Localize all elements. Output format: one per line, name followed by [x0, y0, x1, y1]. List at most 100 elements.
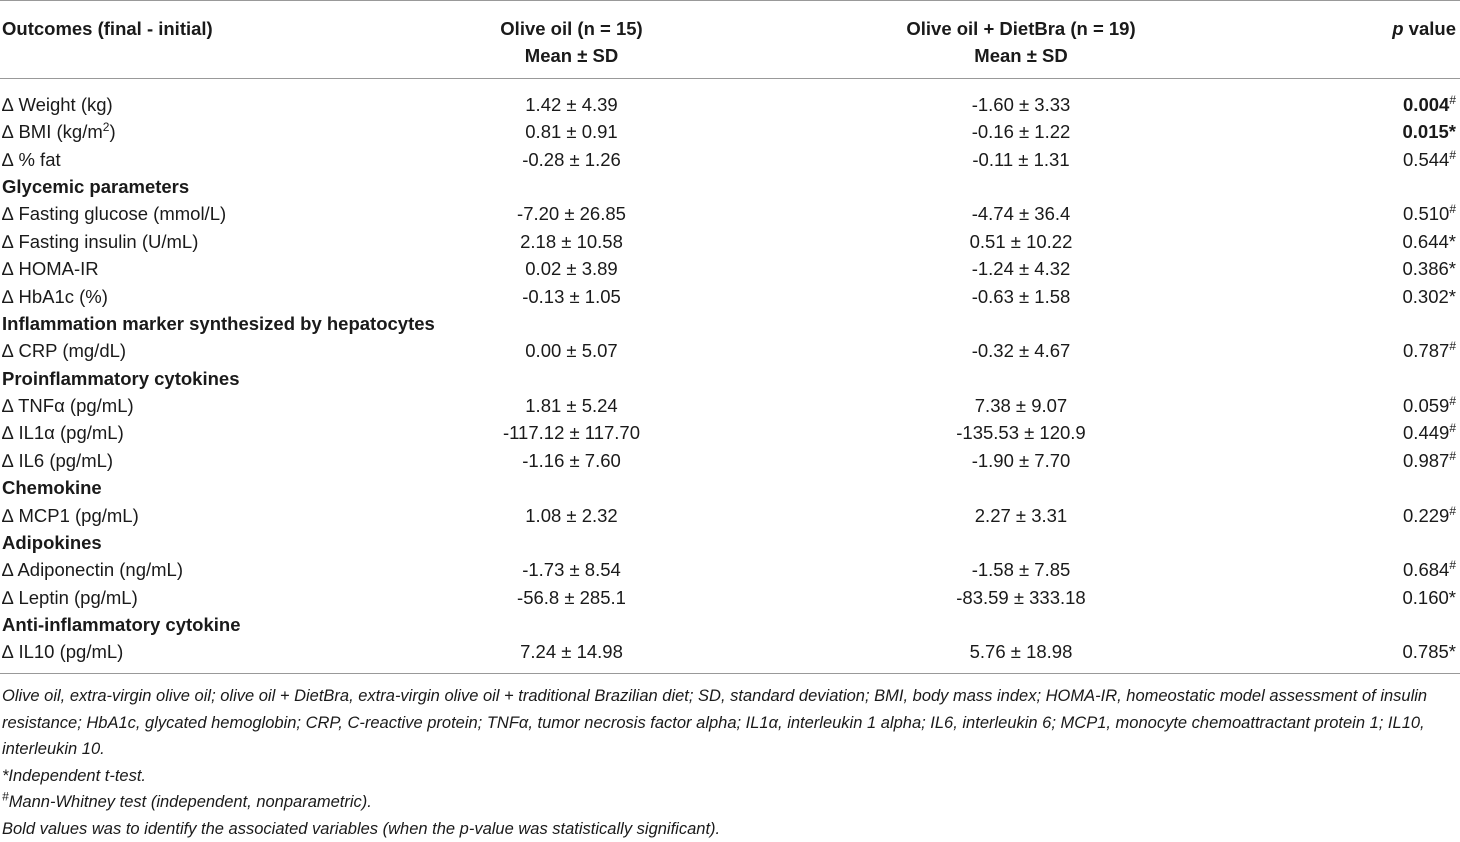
p-value-number: 0.644*: [1403, 231, 1457, 252]
p-value-number: 0.449: [1403, 422, 1449, 443]
header-olive-oil-group: Olive oil (n = 15): [424, 15, 719, 42]
header-dietbra-stat: Mean ± SD: [721, 42, 1321, 69]
outcome-label-text: ∆ Adiponectin (ng/mL): [2, 559, 183, 580]
dietbra-value: -0.11 ± 1.31: [720, 145, 1322, 172]
section-header-row: Inflammation marker synthesized by hepat…: [0, 310, 1460, 337]
olive-oil-value: 0.00 ± 5.07: [423, 337, 720, 364]
footnote-bold-values: Bold values was to identify the associat…: [2, 816, 1458, 842]
outcome-label-text: ∆ Leptin (pg/mL): [2, 587, 138, 608]
p-value-number: 0.015*: [1403, 121, 1457, 142]
p-value: 0.059#: [1322, 392, 1460, 419]
outcome-label: ∆ % fat: [0, 145, 423, 172]
olive-oil-value: 0.02 ± 3.89: [423, 255, 720, 282]
p-value-number: 0.684: [1403, 559, 1449, 580]
p-value-hash-mark: #: [1449, 504, 1456, 518]
dietbra-value: -0.16 ± 1.22: [720, 118, 1322, 145]
dietbra-value: -0.63 ± 1.58: [720, 282, 1322, 309]
table-row: ∆ Leptin (pg/mL) -56.8 ± 285.1-83.59 ± 33…: [0, 584, 1460, 611]
outcome-label-text: ∆ CRP (mg/dL): [2, 340, 126, 361]
outcome-label-tail: ): [109, 121, 115, 142]
p-value: 0.004#: [1322, 79, 1460, 119]
p-value-number: 0.059: [1403, 395, 1449, 416]
p-value-hash-mark: #: [1449, 421, 1456, 435]
p-value-number: 0.544: [1403, 149, 1449, 170]
dietbra-value: -135.53 ± 120.9: [720, 419, 1322, 446]
header-outcomes: Outcomes (final - initial): [0, 1, 423, 79]
p-value-hash-mark: #: [1449, 558, 1456, 572]
p-value: 0.160*: [1322, 584, 1460, 611]
section-label: Glycemic parameters: [0, 173, 1460, 200]
outcome-label: ∆ IL10 (pg/mL): [0, 638, 423, 674]
header-p-rest: value: [1404, 18, 1456, 39]
table-footnotes: Olive oil, extra-virgin olive oil; olive…: [2, 683, 1458, 842]
header-p-italic: p: [1392, 18, 1403, 39]
olive-oil-value: 0.81 ± 0.91: [423, 118, 720, 145]
header-dietbra-group: Olive oil + DietBra (n = 19): [721, 15, 1321, 42]
outcome-label-text: ∆ % fat: [2, 149, 61, 170]
dietbra-value: -83.59 ± 333.18: [720, 584, 1322, 611]
p-value: 0.015*: [1322, 118, 1460, 145]
outcome-label: ∆ Adiponectin (ng/mL): [0, 556, 423, 583]
p-value: 0.684#: [1322, 556, 1460, 583]
header-outcomes-text: Outcomes (final - initial): [2, 18, 213, 39]
outcome-label: ∆ Leptin (pg/mL): [0, 584, 423, 611]
olive-oil-value: -1.73 ± 8.54: [423, 556, 720, 583]
p-value: 0.386*: [1322, 255, 1460, 282]
outcome-label: ∆ MCP1 (pg/mL): [0, 501, 423, 528]
section-label: Adipokines: [0, 529, 1460, 556]
section-header-row: Glycemic parameters: [0, 173, 1460, 200]
p-value-number: 0.510: [1403, 203, 1449, 224]
dietbra-value: 2.27 ± 3.31: [720, 501, 1322, 528]
outcome-label-text: ∆ TNFα (pg/mL): [2, 395, 134, 416]
outcome-label-text: ∆ HOMA-IR: [2, 258, 99, 279]
outcome-label-text: ∆ MCP1 (pg/mL): [2, 505, 139, 526]
section-label: Inflammation marker synthesized by hepat…: [0, 310, 1460, 337]
p-value: 0.785*: [1322, 638, 1460, 674]
section-header-row: Proinflammatory cytokines: [0, 365, 1460, 392]
outcome-label: ∆ TNFα (pg/mL): [0, 392, 423, 419]
section-header-row: Anti-inflammatory cytokine: [0, 611, 1460, 638]
olive-oil-value: -7.20 ± 26.85: [423, 200, 720, 227]
p-value-hash-mark: #: [1449, 394, 1456, 408]
olive-oil-value: -56.8 ± 285.1: [423, 584, 720, 611]
p-value-hash-mark: #: [1449, 202, 1456, 216]
outcome-label: ∆ CRP (mg/dL): [0, 337, 423, 364]
outcome-label-text: ∆ HbA1c (%): [2, 286, 108, 307]
dietbra-value: -0.32 ± 4.67: [720, 337, 1322, 364]
p-value: 0.229#: [1322, 501, 1460, 528]
outcome-label: ∆ Fasting insulin (U/mL): [0, 228, 423, 255]
section-header-row: Adipokines: [0, 529, 1460, 556]
p-value-number: 0.987: [1403, 450, 1449, 471]
dietbra-value: -1.90 ± 7.70: [720, 447, 1322, 474]
p-value-number: 0.004: [1403, 94, 1449, 115]
p-value: 0.510#: [1322, 200, 1460, 227]
p-value-hash-mark: #: [1449, 147, 1456, 161]
section-header-row: Chemokine: [0, 474, 1460, 501]
outcome-label-text: ∆ Fasting glucose (mmol/L): [2, 203, 226, 224]
p-value-number: 0.229: [1403, 505, 1449, 526]
section-label: Chemokine: [0, 474, 1460, 501]
p-value-number: 0.785*: [1403, 641, 1457, 662]
header-olive-oil: Olive oil (n = 15) Mean ± SD: [423, 1, 720, 79]
dietbra-value: 0.51 ± 10.22: [720, 228, 1322, 255]
p-value-hash-mark: #: [1449, 449, 1456, 463]
olive-oil-value: -0.28 ± 1.26: [423, 145, 720, 172]
outcome-label: ∆ Fasting glucose (mmol/L): [0, 200, 423, 227]
outcome-label: ∆ IL6 (pg/mL): [0, 447, 423, 474]
olive-oil-value: 1.42 ± 4.39: [423, 79, 720, 119]
outcome-label-text: ∆ IL1α (pg/mL): [2, 422, 124, 443]
table-row: ∆ Fasting glucose (mmol/L)-7.20 ± 26.85-…: [0, 200, 1460, 227]
table-row: ∆ IL1α (pg/mL)-117.12 ± 117.70-135.53 ± …: [0, 419, 1460, 446]
header-olive-oil-dietbra: Olive oil + DietBra (n = 19) Mean ± SD: [720, 1, 1322, 79]
section-label: Anti-inflammatory cytokine: [0, 611, 1460, 638]
header-olive-oil-stat: Mean ± SD: [424, 42, 719, 69]
table-row: ∆ Adiponectin (ng/mL)-1.73 ± 8.54-1.58 ±…: [0, 556, 1460, 583]
footnote-abbreviations: Olive oil, extra-virgin olive oil; olive…: [2, 683, 1458, 763]
outcome-label: ∆ BMI (kg/m2): [0, 118, 423, 145]
